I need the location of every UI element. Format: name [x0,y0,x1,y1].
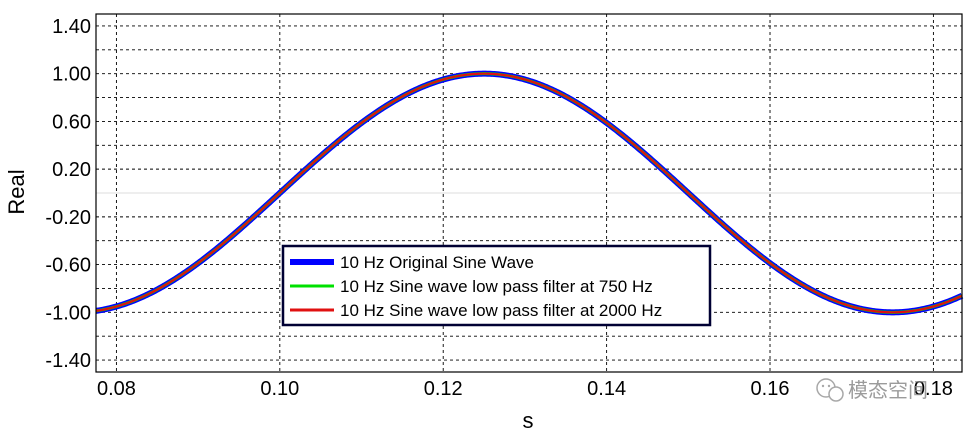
legend-label-2000hz: 10 Hz Sine wave low pass filter at 2000 … [340,301,662,320]
x-tick-label: 0.14 [587,378,626,400]
watermark: 模态空间 [817,379,928,402]
y-tick-label: 1.40 [52,16,91,38]
legend-label-original: 10 Hz Original Sine Wave [340,253,534,272]
x-axis-title: s [523,408,534,431]
y-tick-label: -1.00 [45,302,91,324]
y-axis-title: Real [4,169,29,214]
x-tick-label: 0.16 [751,378,790,400]
y-axis-ticks: 1.40 1.00 0.60 0.20 -0.20 -0.60 -1.00 -1.40 [45,16,91,372]
y-tick-label: -0.60 [45,255,91,277]
legend: 10 Hz Original Sine Wave 10 Hz Sine wave… [283,246,710,325]
y-tick-label: 0.20 [52,159,91,181]
y-tick-label: 1.00 [52,64,91,86]
x-tick-label: 0.12 [424,378,463,400]
legend-label-750hz: 10 Hz Sine wave low pass filter at 750 H… [340,277,653,296]
y-tick-label: 0.60 [52,111,91,133]
x-tick-label: 0.08 [97,378,136,400]
x-tick-label: 0.10 [260,378,299,400]
watermark-text: 模态空间 [848,379,928,402]
y-tick-label: -0.20 [45,207,91,229]
y-tick-label: -1.40 [45,350,91,372]
wechat-icon [817,379,843,401]
